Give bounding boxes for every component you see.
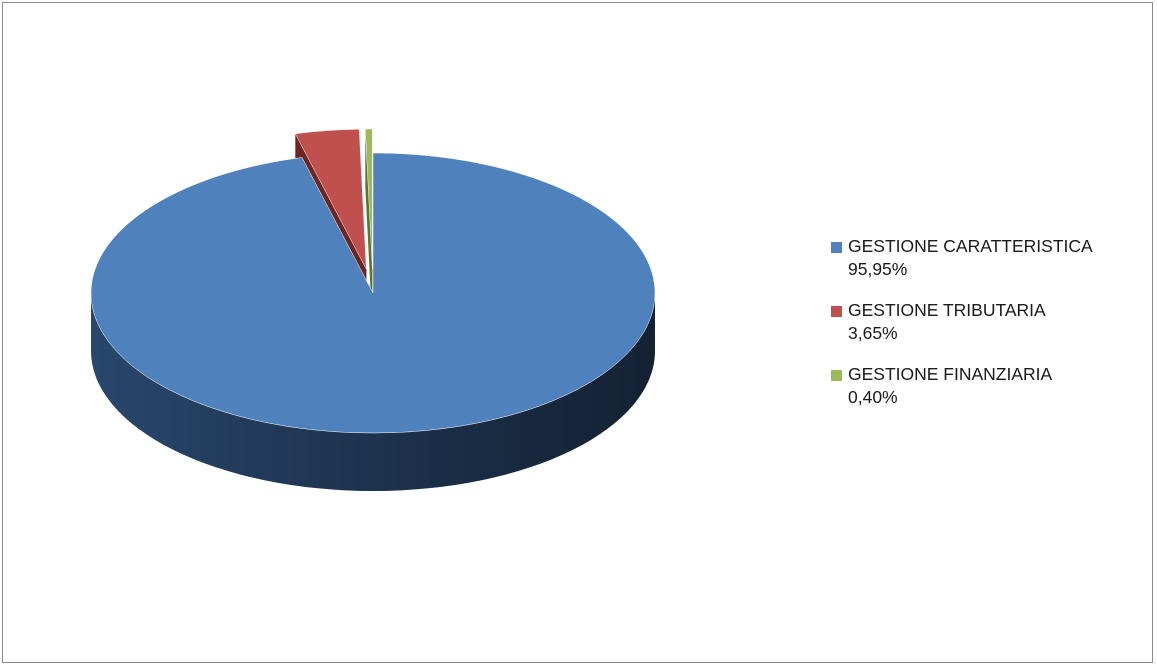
legend: GESTIONE CARATTERISTICA 95,95% GESTIONE … — [831, 235, 1151, 427]
pie-slice-caratteristica — [90, 152, 656, 434]
legend-swatch-caratteristica — [831, 242, 842, 253]
legend-swatch-finanziaria — [831, 370, 842, 381]
pie-slice-finanziaria — [365, 128, 373, 270]
legend-value-caratteristica: 95,95% — [848, 259, 908, 279]
legend-label-caratteristica: GESTIONE CARATTERISTICA — [848, 236, 1093, 256]
legend-item-tributaria: GESTIONE TRIBUTARIA 3,65% — [831, 299, 1151, 345]
pie-chart — [90, 128, 656, 491]
legend-value-finanziaria: 0,40% — [848, 387, 898, 407]
legend-swatch-tributaria — [831, 306, 842, 317]
pie-side-shade-caratteristica — [91, 293, 655, 491]
pie-slice-tributaria — [294, 129, 367, 270]
legend-label-finanziaria: GESTIONE FINANZIARIA — [848, 364, 1053, 384]
pie-cut-face-finanziaria-0 — [365, 129, 373, 328]
legend-item-caratteristica: GESTIONE CARATTERISTICA 95,95% — [831, 235, 1151, 281]
legend-item-finanziaria: GESTIONE FINANZIARIA 0,40% — [831, 363, 1151, 409]
legend-value-tributaria: 3,65% — [848, 323, 898, 343]
legend-label-tributaria: GESTIONE TRIBUTARIA — [848, 300, 1046, 320]
